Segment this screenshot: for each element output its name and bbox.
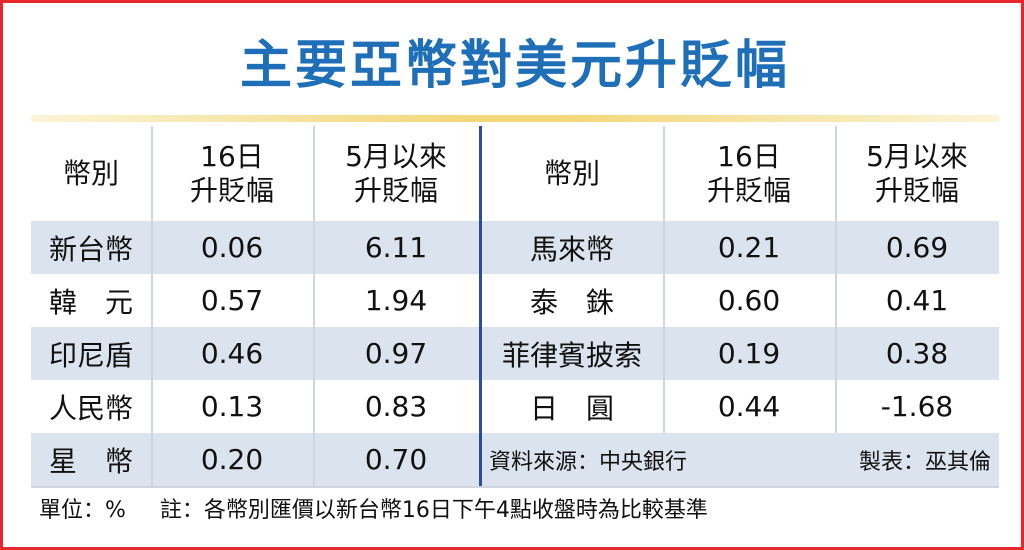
column-divider bbox=[835, 126, 837, 433]
header-sincemay-line1: 5月以來 bbox=[345, 139, 447, 173]
day16-value: 0.13 bbox=[200, 390, 264, 423]
header-sincemay-line2: 升貶幅 bbox=[353, 173, 438, 207]
day16-value: 0.57 bbox=[200, 284, 264, 317]
table-row: 人民幣 0.13 0.83 日 圓 0.44 -1.68 bbox=[31, 380, 999, 433]
chart-title: 主要亞幣對美元升貶幅 bbox=[239, 36, 790, 96]
sincemay-value: 0.97 bbox=[364, 337, 428, 370]
sincemay-value: 0.69 bbox=[885, 231, 949, 264]
currency-name: 馬來幣 bbox=[529, 232, 614, 266]
header-currency-left: 幣別 bbox=[31, 126, 151, 221]
table-header-row: 幣別 16日 升貶幅 5月以來 升貶幅 幣別 16日 升貶幅 5月以來 升貶幅 bbox=[31, 126, 999, 221]
header-sincemay-left: 5月以來 升貶幅 bbox=[313, 126, 479, 221]
currency-name: 日 圓 bbox=[529, 391, 614, 425]
currency-name: 韓 元 bbox=[48, 285, 133, 319]
table-row: 星 幣 0.20 0.70 資料來源：中央銀行 製表：巫其倫 bbox=[31, 433, 999, 486]
sincemay-value: 0.83 bbox=[364, 390, 428, 423]
header-day16-line2: 升貶幅 bbox=[706, 173, 791, 207]
day16-value: 0.21 bbox=[717, 231, 781, 264]
header-sincemay-line2: 升貶幅 bbox=[874, 173, 959, 207]
table-row: 韓 元 0.57 1.94 泰 銖 0.60 0.41 bbox=[31, 274, 999, 327]
table-row: 印尼盾 0.46 0.97 菲律賓披索 0.19 0.38 bbox=[31, 327, 999, 380]
data-source: 資料來源：中央銀行 bbox=[489, 449, 688, 475]
sincemay-value: 0.38 bbox=[885, 337, 949, 370]
column-divider bbox=[663, 126, 665, 433]
sincemay-value: 6.11 bbox=[364, 231, 428, 264]
day16-value: 0.60 bbox=[717, 284, 781, 317]
day16-value: 0.06 bbox=[200, 231, 264, 264]
header-sincemay-right: 5月以來 升貶幅 bbox=[835, 126, 999, 221]
comparison-note: 註：各幣別匯價以新台幣16日下午4點收盤時為比較基準 bbox=[159, 498, 708, 523]
day16-value: 0.19 bbox=[717, 337, 781, 370]
currency-name: 印尼盾 bbox=[48, 338, 133, 372]
header-day16-line2: 升貶幅 bbox=[189, 173, 274, 207]
header-day16-line1: 16日 bbox=[717, 139, 781, 173]
sincemay-value: 0.70 bbox=[364, 443, 428, 476]
header-day16-right: 16日 升貶幅 bbox=[663, 126, 835, 221]
header-sincemay-line1: 5月以來 bbox=[866, 139, 968, 173]
footnote: 單位：% 註：各幣別匯價以新台幣16日下午4點收盤時為比較基準 bbox=[31, 486, 999, 528]
sincemay-value: -1.68 bbox=[880, 390, 954, 423]
day16-value: 0.46 bbox=[200, 337, 264, 370]
sincemay-value: 1.94 bbox=[364, 284, 428, 317]
header-currency-label: 幣別 bbox=[62, 156, 119, 190]
header-currency-label: 幣別 bbox=[543, 156, 600, 190]
currency-table: 幣別 16日 升貶幅 5月以來 升貶幅 幣別 16日 升貶幅 5月以來 升貶幅 bbox=[31, 126, 999, 486]
currency-name: 泰 銖 bbox=[529, 285, 614, 319]
currency-name: 人民幣 bbox=[48, 391, 133, 425]
header-currency-right: 幣別 bbox=[481, 126, 663, 221]
day16-value: 0.20 bbox=[200, 443, 264, 476]
header-day16-left: 16日 升貶幅 bbox=[151, 126, 313, 221]
column-divider bbox=[313, 126, 315, 486]
currency-name: 菲律賓披索 bbox=[501, 338, 642, 372]
currency-name: 新台幣 bbox=[48, 232, 133, 266]
day16-value: 0.44 bbox=[717, 390, 781, 423]
unit-label: 單位：% bbox=[39, 498, 126, 523]
column-divider bbox=[151, 126, 153, 486]
chart-maker: 製表：巫其倫 bbox=[858, 449, 991, 475]
header-day16-line1: 16日 bbox=[200, 139, 264, 173]
currency-name: 星 幣 bbox=[48, 444, 133, 478]
sincemay-value: 0.41 bbox=[885, 284, 949, 317]
table-row: 新台幣 0.06 6.11 馬來幣 0.21 0.69 bbox=[31, 221, 999, 274]
title-rule bbox=[31, 115, 999, 122]
half-divider bbox=[479, 126, 482, 486]
